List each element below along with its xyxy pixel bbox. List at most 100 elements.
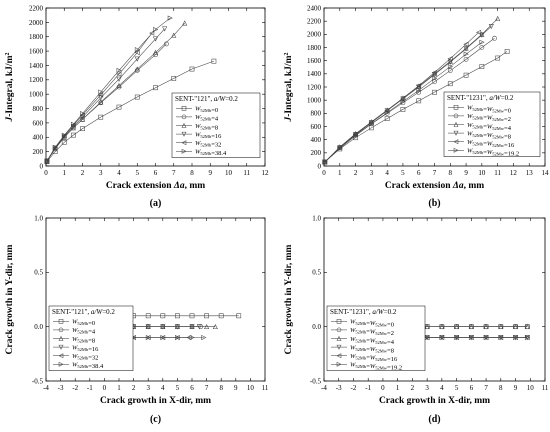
x-tick-label: 1 xyxy=(396,384,400,392)
legend-marker xyxy=(336,344,342,350)
y-tick-label: 0.5 xyxy=(34,269,43,277)
x-tick-label: 3 xyxy=(99,169,103,177)
legend-entry-label: W52Mb=W52Mw=4 xyxy=(467,122,512,132)
series-line xyxy=(324,32,479,163)
data-point xyxy=(189,334,195,341)
y-tick-label: 1000 xyxy=(307,97,322,105)
legend-marker xyxy=(336,361,342,367)
data-point xyxy=(61,132,67,138)
x-tick-label: 10 xyxy=(527,384,535,392)
data-point xyxy=(116,71,122,77)
data-point xyxy=(134,94,140,100)
x-tick-label: 7 xyxy=(484,384,488,392)
legend-marker xyxy=(336,327,342,333)
legend-entry-label: W52Mb=W52Mw=2 xyxy=(467,113,511,123)
data-point xyxy=(513,334,519,341)
data-point xyxy=(145,324,151,330)
legend-marker xyxy=(453,130,459,136)
x-tick-label: 2 xyxy=(81,169,85,177)
data-point xyxy=(189,313,195,319)
legend-entry-label: W52Mb=4 xyxy=(195,114,219,123)
legend-entry-label: W52Mb=W52Mw=8 xyxy=(467,130,511,140)
data-point xyxy=(479,39,485,45)
y-axis-label: Crack growth in Y-dir, mm xyxy=(5,244,15,354)
legend-title: SENT-"121", a/W=0.2 xyxy=(175,95,238,103)
y-tick-label: 0 xyxy=(318,162,322,170)
data-point xyxy=(218,313,224,319)
data-point xyxy=(400,107,406,112)
data-point xyxy=(98,114,104,120)
data-point xyxy=(160,334,166,341)
x-tick-label: 11 xyxy=(542,384,549,392)
data-point xyxy=(182,20,188,26)
legend-marker xyxy=(453,139,459,145)
data-point xyxy=(488,24,494,30)
data-point xyxy=(116,76,122,82)
x-tick-label: 10 xyxy=(478,169,486,177)
data-point xyxy=(353,133,359,139)
data-point xyxy=(454,334,460,341)
legend: SENT-"121", a/W=0.2 W52Mb=0W52Mb=4W52Mb=8… xyxy=(48,305,134,371)
legend-marker xyxy=(181,122,187,128)
data-point xyxy=(153,85,158,91)
series-line xyxy=(324,42,483,163)
x-tick-label: 3 xyxy=(425,384,429,392)
data-point xyxy=(61,139,67,145)
data-point xyxy=(495,15,501,21)
data-point xyxy=(447,64,454,70)
data-point xyxy=(162,26,168,32)
data-point xyxy=(71,132,76,138)
x-tick-label: 11 xyxy=(262,384,269,392)
y-tick-label: 200 xyxy=(311,149,322,157)
legend-entry-label: W52Mb=W52Mw=16 xyxy=(350,353,398,363)
data-point xyxy=(463,41,469,47)
x-tick-label: 6 xyxy=(470,384,474,392)
x-tick-label: 5 xyxy=(455,384,459,392)
data-point xyxy=(415,83,422,89)
legend-marker xyxy=(181,140,187,146)
legend-entry-label: W52Mb=W52Mw=8 xyxy=(350,344,394,354)
legend-marker xyxy=(181,148,187,154)
series-line xyxy=(324,38,495,163)
legend: SENT-"1231", a/W=0.2W52Mb=W52Mw=0W52Mb=W… xyxy=(443,91,541,158)
legend-marker xyxy=(181,131,187,137)
y-tick-label: 1.0 xyxy=(34,214,43,222)
legend-marker xyxy=(58,361,64,367)
x-tick-label: 2 xyxy=(354,169,358,177)
y-tick-label: 0.0 xyxy=(34,323,43,331)
x-tick-label: 9 xyxy=(514,384,518,392)
data-point xyxy=(368,121,375,127)
y-axis-label: J-Integral, kJ/m2 xyxy=(284,53,294,123)
data-point xyxy=(98,89,104,95)
data-point xyxy=(504,49,510,54)
x-axis-label: Crack extension Δa, mm xyxy=(106,181,205,191)
chart-panel-d: -4 -3 -2 -1 0 1 2 3 4 5 6 7 8 9 10 11 -0.5 0.0 0.5 1.0 Crack… xyxy=(284,214,549,425)
data-point xyxy=(171,76,177,81)
series-4 xyxy=(44,26,168,164)
panel-label: (a) xyxy=(150,198,162,209)
y-tick-label: 2000 xyxy=(29,19,44,27)
data-point xyxy=(149,30,155,36)
legend-marker xyxy=(58,353,64,359)
x-tick-label: 0 xyxy=(322,169,326,177)
data-point xyxy=(145,334,151,341)
data-point xyxy=(447,81,453,87)
x-axis-label: Crack growth in X-dir, mm xyxy=(379,396,490,406)
data-point xyxy=(236,313,242,319)
x-tick-label: 5 xyxy=(176,384,180,392)
x-tick-label: 1 xyxy=(63,169,67,177)
x-tick-label: 7 xyxy=(172,169,176,177)
legend-entry-label: W52Mb=32 xyxy=(72,353,98,362)
x-tick-label: 3 xyxy=(370,169,374,177)
legend-marker xyxy=(453,121,459,127)
x-tick-label: 8 xyxy=(499,384,503,392)
data-point xyxy=(167,15,173,21)
data-point xyxy=(79,116,86,122)
x-tick-label: -4 xyxy=(321,384,327,392)
x-tick-label: 8 xyxy=(449,169,453,177)
x-tick-label: 9 xyxy=(234,384,238,392)
x-tick-label: 6 xyxy=(417,169,421,177)
series-line xyxy=(46,17,171,162)
data-point xyxy=(145,313,151,319)
data-point xyxy=(152,49,159,55)
